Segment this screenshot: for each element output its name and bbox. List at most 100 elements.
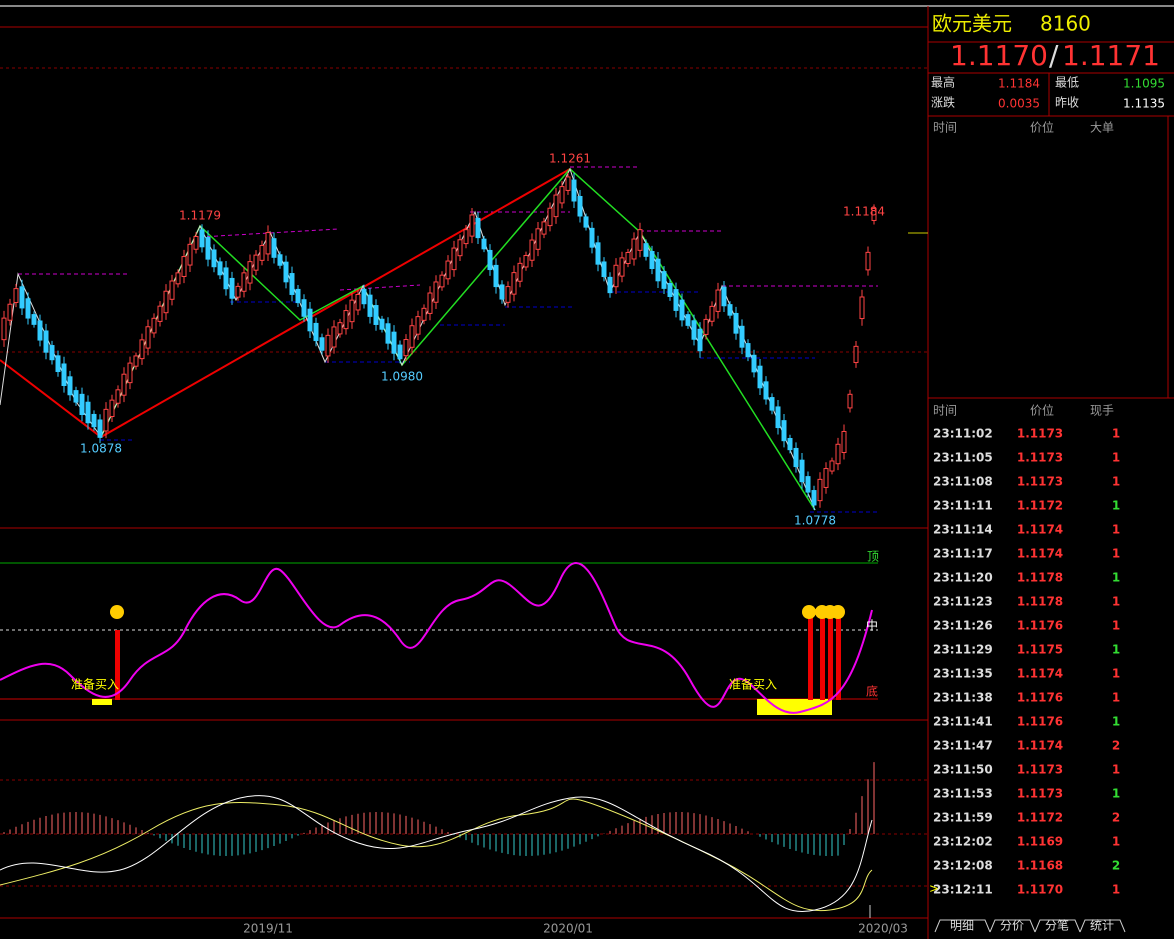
tick-price: 1.1168 [1017, 859, 1063, 873]
low-label: 1.0778 [794, 514, 836, 528]
candle [187, 243, 193, 266]
candle [721, 286, 727, 307]
tab[interactable]: 统计 [1090, 919, 1114, 933]
candle [841, 430, 847, 454]
header: 时间 [933, 121, 957, 135]
tick-time: 23:11:20 [933, 571, 993, 585]
tick-price: 1.1176 [1017, 619, 1063, 633]
stat-value: 1.1095 [1123, 77, 1165, 91]
candle [31, 314, 37, 325]
level-label: 顶 [867, 550, 879, 564]
tick-time: 23:11:59 [933, 811, 993, 825]
candle [751, 354, 757, 373]
candle [133, 355, 139, 367]
header: 现手 [1090, 404, 1114, 418]
candle [67, 376, 73, 396]
date-label: 2020/03 [858, 922, 908, 936]
quote-name: 欧元美元 [932, 12, 1012, 36]
tick-volume: 1 [1112, 427, 1120, 441]
candle [763, 381, 769, 400]
candle [25, 298, 31, 319]
candle [229, 277, 235, 299]
candle [217, 261, 223, 276]
candle [205, 237, 211, 260]
candle [769, 397, 775, 411]
tick-price: 1.1173 [1017, 451, 1063, 465]
tick-time: 23:11:23 [933, 595, 993, 609]
candle [667, 283, 673, 297]
tick-volume: 1 [1112, 787, 1120, 801]
tick-volume: 2 [1112, 739, 1120, 753]
tick-price: 1.1178 [1017, 571, 1063, 585]
tab[interactable]: 分笔 [1045, 918, 1069, 933]
bid: 1.1170 [950, 39, 1048, 72]
tick-price: 1.1174 [1017, 523, 1063, 537]
candle [547, 207, 553, 227]
signal-label: 准备买入 [71, 678, 119, 692]
candle [553, 194, 559, 218]
candle [829, 460, 835, 472]
candle [619, 257, 625, 277]
candle [313, 322, 319, 342]
tab[interactable]: 明细 [950, 919, 974, 933]
tick-volume: 1 [1112, 451, 1120, 465]
candle [7, 303, 13, 321]
candle [43, 330, 49, 353]
tick-time: 23:11:05 [933, 451, 993, 465]
candle [715, 289, 721, 312]
high-label: 1.1179 [179, 209, 221, 223]
candle [427, 292, 433, 314]
tick-volume: 2 [1112, 859, 1120, 873]
tick-time: 23:11:29 [933, 643, 993, 657]
candle [163, 290, 169, 314]
candle [535, 228, 541, 250]
candle [817, 478, 823, 502]
tab[interactable]: 分价 [1000, 919, 1024, 933]
cursor: > [929, 882, 939, 896]
candle [859, 296, 865, 320]
candle [691, 320, 697, 340]
candle [331, 326, 337, 348]
candle [601, 261, 607, 278]
candle [247, 261, 253, 284]
high-label: 1.1261 [549, 152, 591, 166]
candle [745, 343, 751, 358]
tick-volume: 2 [1112, 811, 1120, 825]
candle [793, 447, 799, 468]
candle [781, 420, 787, 442]
candle [871, 207, 877, 221]
candle [199, 229, 205, 248]
tick-time: 23:11:26 [933, 619, 993, 633]
candle [103, 408, 109, 432]
candle [499, 284, 505, 300]
candle [823, 468, 829, 488]
candle [37, 320, 43, 341]
quote-code: 8160 [1040, 12, 1091, 36]
candle [325, 334, 331, 357]
tick-volume: 1 [1112, 763, 1120, 777]
candle [511, 272, 517, 295]
tick-volume: 1 [1112, 499, 1120, 513]
tick-volume: 1 [1112, 643, 1120, 657]
candle [415, 316, 421, 335]
low-label: 1.0878 [80, 442, 122, 456]
tick-price: 1.1172 [1017, 499, 1063, 513]
header: 大单 [1090, 121, 1114, 135]
candle [283, 261, 289, 283]
candle [439, 274, 445, 288]
candle [121, 373, 127, 396]
candle [787, 437, 793, 451]
candle [193, 236, 199, 250]
candle [73, 390, 79, 403]
candle [97, 419, 103, 438]
stat-value: 1.1184 [998, 77, 1040, 91]
candle [223, 267, 229, 290]
tick-price: 1.1173 [1017, 763, 1063, 777]
candle [835, 443, 841, 465]
candle [349, 299, 355, 323]
tick-price: 1.1173 [1017, 787, 1063, 801]
stat-label: 涨跌 [931, 95, 955, 110]
tick-time: 23:11:14 [933, 523, 993, 537]
stat-value: 1.1135 [1123, 97, 1165, 111]
